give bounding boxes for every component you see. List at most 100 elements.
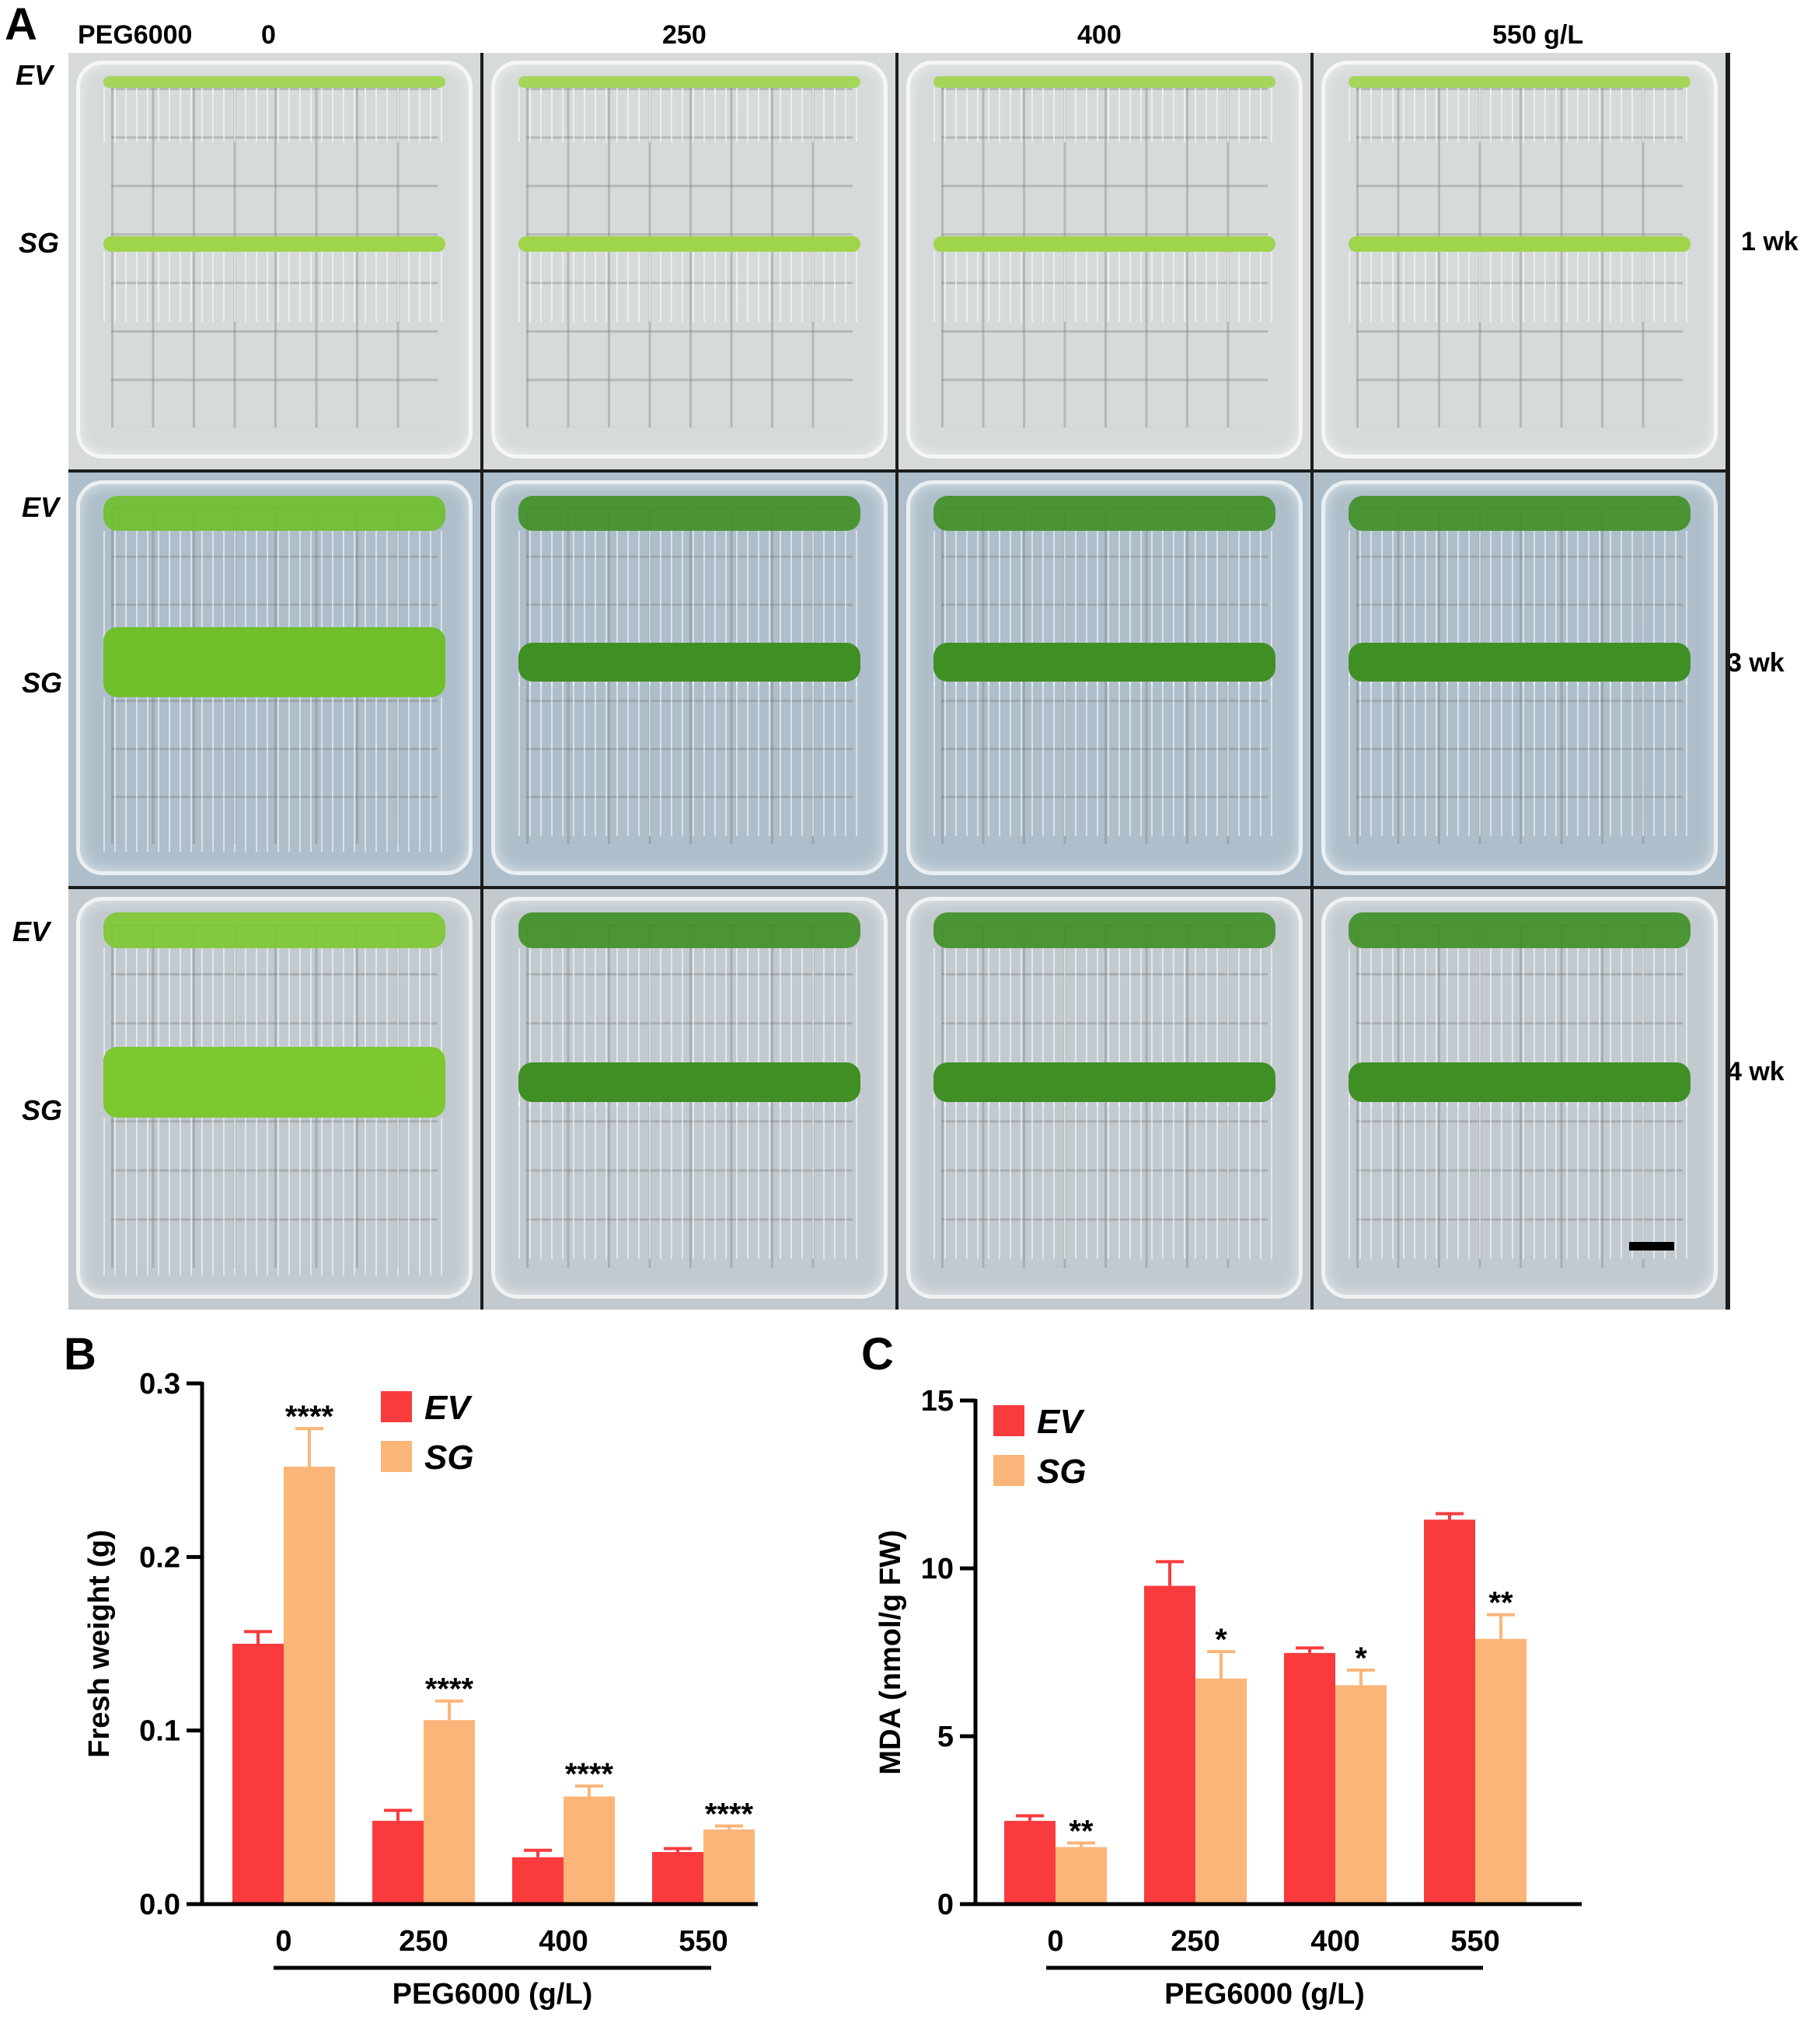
concentration-header-0: 0: [261, 20, 276, 50]
bar-ev-250: [1144, 1585, 1195, 1904]
x-tick-label: 0: [275, 1925, 291, 1958]
legend-label-ev: EV: [424, 1389, 473, 1427]
y-axis-label: MDA (nmol/g FW): [874, 1530, 907, 1774]
seedling-plate: [68, 889, 480, 1310]
seedling-plate: [68, 473, 480, 886]
panel-a-letter: A: [5, 0, 37, 50]
sg-roots: [933, 1101, 1275, 1260]
sg-seedlings: [103, 1046, 445, 1118]
ev-roots: [103, 88, 445, 143]
x-tick-label: 400: [1310, 1925, 1359, 1958]
petri-dish: [1321, 897, 1718, 1299]
legend-label-sg: SG: [1037, 1453, 1087, 1491]
petri-dish: [906, 61, 1303, 459]
sg-seedlings: [933, 643, 1275, 682]
seedling-plate: [483, 53, 895, 469]
y-tick-label: 0.0: [139, 1889, 180, 1921]
sg-seedlings: [933, 1062, 1275, 1102]
sg-seedlings: [1349, 643, 1691, 682]
seedling-plate: [899, 889, 1310, 1310]
scale-bar: [1629, 1242, 1674, 1250]
x-tick-label: 550: [1450, 1925, 1499, 1958]
x-tick-label: 250: [1171, 1925, 1220, 1958]
petri-dish: [906, 897, 1303, 1299]
bar-sg-550: [703, 1829, 755, 1904]
concentration-header-400: 400: [1077, 20, 1122, 50]
seedling-plate: [68, 53, 480, 469]
y-tick-label: 0.1: [139, 1715, 180, 1748]
bar-ev-0: [232, 1644, 284, 1904]
seedling-plate: [899, 53, 1310, 469]
treatment-header: PEG6000: [78, 20, 193, 50]
ev-seedlings: [933, 495, 1275, 531]
petri-dish: [491, 897, 888, 1299]
time-label-1wk: 1 wk: [1741, 227, 1799, 256]
bar-sg-250: [1195, 1678, 1247, 1904]
sg-roots: [103, 1117, 445, 1275]
legend-label-ev: EV: [1037, 1403, 1085, 1441]
row-label-sg-1wk: SG: [19, 227, 60, 259]
seedling-plate: [483, 473, 895, 886]
row-label-sg-4wk: SG: [22, 1094, 63, 1126]
row-label-ev-1wk: EV: [16, 59, 54, 91]
ev-seedlings: [103, 912, 445, 948]
seedling-plate: [1314, 889, 1726, 1310]
legend-swatch-ev: [993, 1405, 1024, 1436]
significance-label: *: [1215, 1623, 1227, 1657]
ev-roots: [1349, 88, 1691, 143]
sg-roots: [1349, 1101, 1691, 1260]
bar-ev-550: [1424, 1519, 1475, 1904]
bar-sg-400: [1335, 1685, 1387, 1904]
y-tick-label: 5: [937, 1721, 954, 1753]
petri-dish: [76, 61, 473, 459]
petri-dish: [491, 61, 888, 459]
petri-dish: [906, 480, 1303, 875]
y-axis-label: Fresh weight (g): [83, 1530, 116, 1757]
seedling-plate: [483, 889, 895, 1310]
petri-dish: [491, 480, 888, 875]
sg-roots: [103, 251, 445, 323]
sg-roots: [103, 696, 445, 853]
row-label-ev-4wk: EV: [12, 916, 51, 947]
legend-swatch-sg: [993, 1455, 1024, 1486]
significance-label: ****: [565, 1757, 614, 1791]
bar-ev-400: [512, 1857, 564, 1904]
chart-b-fresh-weight: B 0.0 0.1 0.2 0.3 Fresh weight (g) **** 0 **** 25…: [64, 1329, 758, 2011]
x-tick-label: 250: [399, 1925, 448, 1958]
ev-seedlings: [933, 912, 1275, 948]
ev-seedlings: [1349, 495, 1691, 531]
bar-ev-550: [652, 1852, 703, 1904]
ev-roots: [933, 88, 1275, 143]
seedling-plate: [1314, 53, 1726, 469]
legend-swatch-sg: [381, 1441, 412, 1472]
bar-sg-400: [564, 1796, 615, 1904]
panel-letter: B: [64, 1329, 96, 1380]
seedling-plate: [1314, 473, 1726, 886]
bar-ev-250: [372, 1820, 424, 1904]
sg-roots: [1349, 251, 1691, 323]
petri-dish: [1321, 480, 1718, 875]
significance-label: ****: [285, 1400, 334, 1434]
ev-seedlings: [1349, 912, 1691, 948]
y-tick-label: 0.2: [139, 1541, 180, 1574]
bar-ev-400: [1284, 1652, 1335, 1904]
y-tick-label: 10: [921, 1553, 954, 1585]
significance-label: **: [1488, 1586, 1513, 1620]
bar-sg-0: [284, 1467, 335, 1904]
seedling-plate-photo-grid: [68, 53, 1730, 1310]
sg-roots: [933, 681, 1275, 837]
significance-label: **: [1069, 1814, 1094, 1848]
ev-seedlings: [1349, 76, 1691, 89]
sg-seedlings: [1349, 1062, 1691, 1102]
ev-seedlings: [518, 495, 860, 531]
panel-letter: C: [861, 1329, 894, 1380]
x-tick-label: 550: [679, 1925, 728, 1958]
sg-seedlings: [1349, 235, 1691, 252]
row-label-ev-3wk: EV: [22, 491, 60, 523]
chart-c-mda: C 0 5 10 15 MDA (nmol/g FW) ** 0 * 250 * 400 ** 550 PE…: [861, 1329, 1582, 2011]
sg-roots: [518, 681, 860, 837]
legend-swatch-ev: [381, 1391, 412, 1422]
ev-seedlings: [518, 912, 860, 948]
x-tick-label: 400: [539, 1925, 588, 1958]
concentration-header-550: 550 g/L: [1492, 20, 1584, 50]
